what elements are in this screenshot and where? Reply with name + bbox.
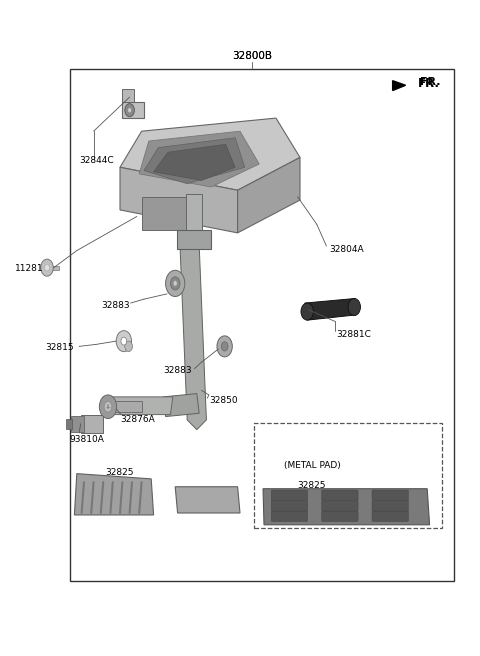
Circle shape — [173, 281, 177, 286]
Polygon shape — [238, 157, 300, 233]
Circle shape — [125, 104, 134, 117]
Circle shape — [166, 270, 185, 297]
Circle shape — [348, 298, 360, 316]
Polygon shape — [175, 487, 240, 513]
Polygon shape — [163, 394, 199, 417]
Circle shape — [125, 341, 132, 352]
Polygon shape — [180, 246, 206, 430]
Polygon shape — [66, 419, 72, 429]
FancyBboxPatch shape — [372, 511, 408, 522]
Polygon shape — [122, 102, 144, 118]
Polygon shape — [142, 197, 192, 230]
Polygon shape — [108, 401, 142, 412]
Text: 32850: 32850 — [209, 396, 238, 405]
Circle shape — [301, 303, 313, 320]
FancyBboxPatch shape — [322, 511, 358, 522]
FancyBboxPatch shape — [271, 490, 308, 501]
Text: 32825: 32825 — [106, 468, 134, 477]
Polygon shape — [263, 489, 430, 525]
Circle shape — [121, 337, 127, 345]
Text: 32825: 32825 — [298, 481, 326, 490]
Polygon shape — [144, 138, 245, 184]
Text: 32876A: 32876A — [120, 415, 155, 424]
Text: 32883: 32883 — [163, 366, 192, 375]
Circle shape — [170, 277, 180, 290]
Polygon shape — [305, 298, 356, 320]
Circle shape — [116, 331, 132, 352]
Polygon shape — [47, 266, 59, 270]
Text: 32800B: 32800B — [232, 51, 272, 61]
Bar — [70, 69, 454, 581]
Polygon shape — [120, 167, 238, 233]
FancyBboxPatch shape — [271, 501, 308, 511]
Text: 93810A: 93810A — [70, 435, 105, 444]
Text: FR.: FR. — [420, 77, 441, 87]
Text: (METAL PAD): (METAL PAD) — [284, 461, 340, 470]
Polygon shape — [74, 474, 154, 515]
Polygon shape — [154, 144, 235, 180]
Polygon shape — [393, 81, 406, 91]
Text: FR.: FR. — [418, 77, 440, 91]
FancyBboxPatch shape — [372, 501, 408, 511]
Polygon shape — [81, 415, 103, 433]
Circle shape — [41, 259, 53, 276]
Polygon shape — [71, 416, 84, 432]
Circle shape — [45, 264, 49, 271]
Polygon shape — [103, 397, 173, 415]
FancyBboxPatch shape — [372, 490, 408, 501]
Circle shape — [217, 336, 232, 357]
FancyBboxPatch shape — [271, 511, 308, 522]
Text: 32883: 32883 — [101, 300, 130, 310]
Polygon shape — [186, 194, 202, 230]
FancyBboxPatch shape — [322, 490, 358, 501]
Polygon shape — [139, 131, 259, 187]
FancyBboxPatch shape — [322, 501, 358, 511]
Text: 32804A: 32804A — [329, 245, 363, 254]
Circle shape — [104, 401, 112, 412]
Text: 32881C: 32881C — [336, 330, 371, 339]
Circle shape — [99, 395, 117, 419]
Circle shape — [128, 108, 132, 113]
Circle shape — [221, 342, 228, 351]
Text: 11281: 11281 — [14, 264, 43, 274]
Polygon shape — [122, 89, 134, 102]
Polygon shape — [177, 230, 211, 249]
Bar — [254, 423, 442, 528]
Text: 32815: 32815 — [46, 343, 74, 352]
Text: 32844C: 32844C — [79, 156, 114, 165]
Text: 32800B: 32800B — [232, 51, 272, 61]
Polygon shape — [120, 118, 300, 190]
